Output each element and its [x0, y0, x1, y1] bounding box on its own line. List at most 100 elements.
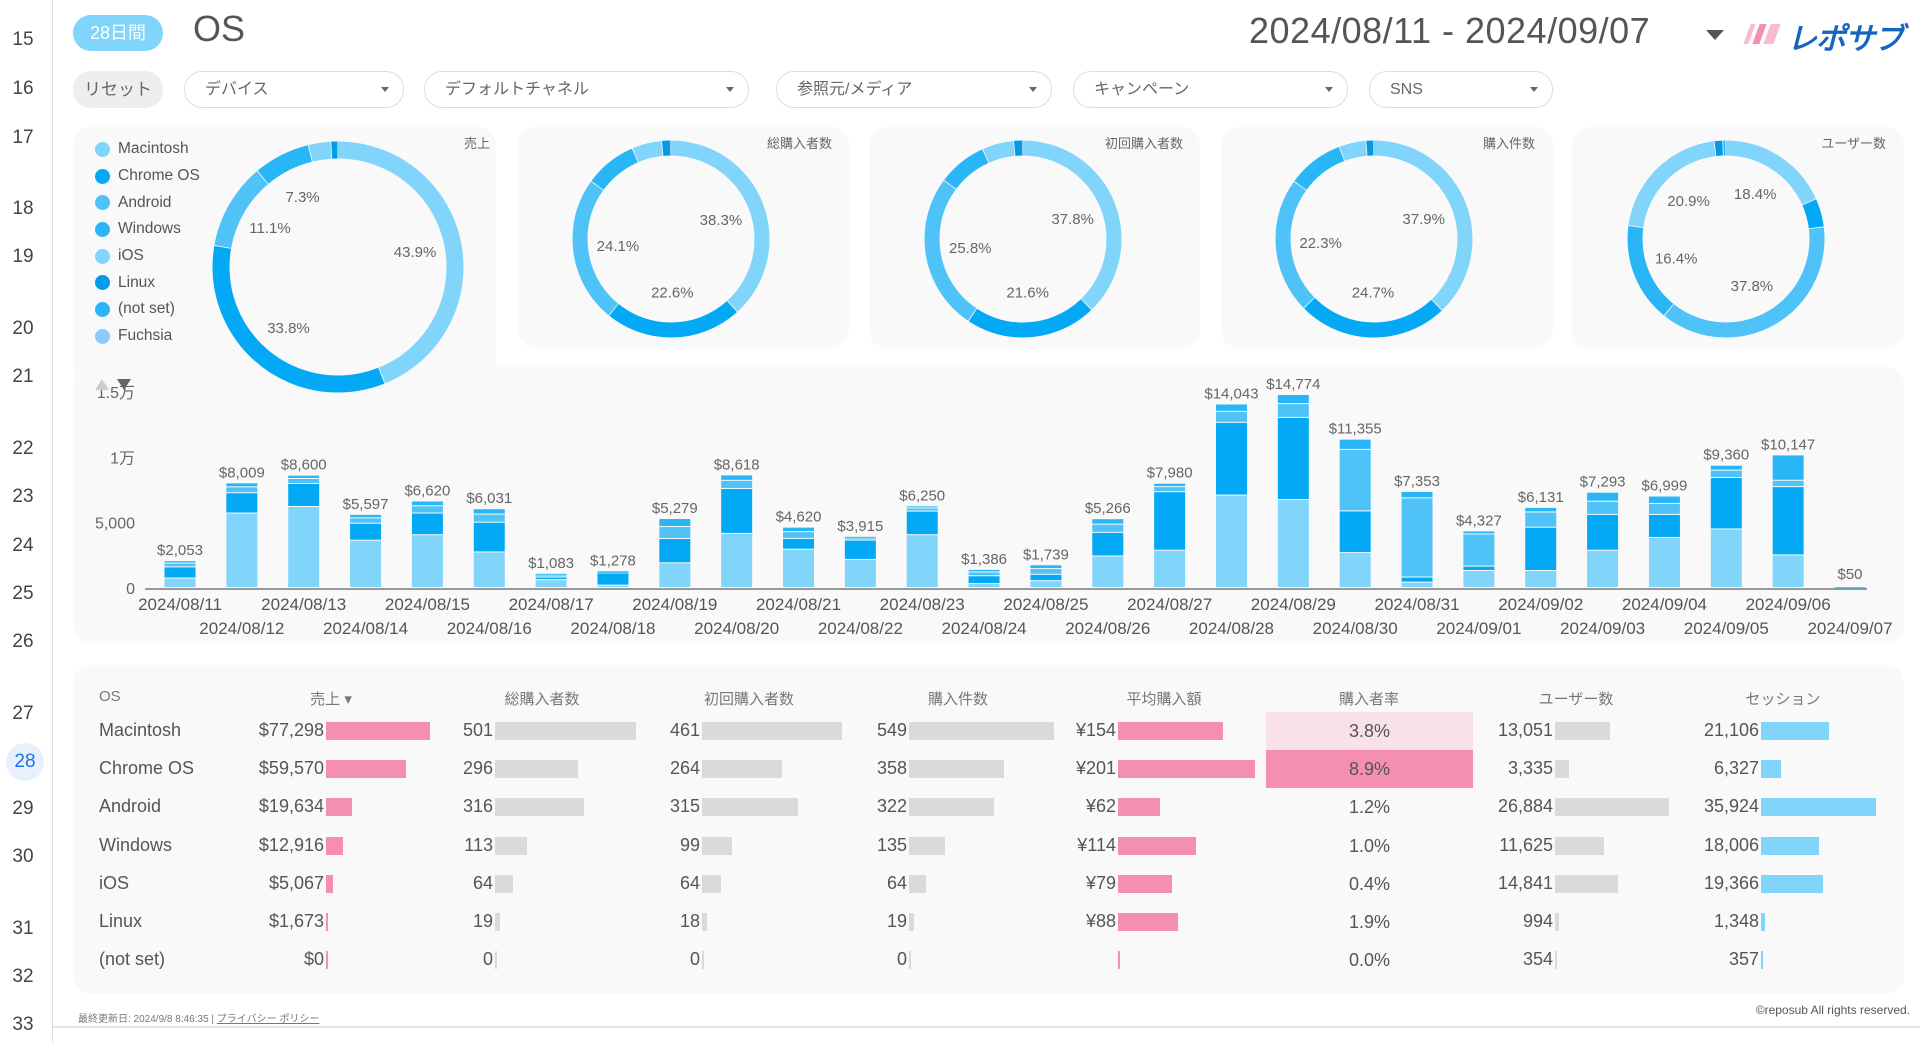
bar-segment[interactable] [1401, 582, 1433, 587]
bar-segment[interactable] [350, 514, 382, 518]
column-header[interactable]: セッション [1745, 691, 1821, 708]
bar-segment[interactable] [288, 506, 320, 587]
bar-segment[interactable] [597, 585, 629, 587]
bar-segment[interactable] [1339, 449, 1371, 511]
row-number[interactable]: 25 [12, 583, 34, 604]
donut-slice[interactable] [1627, 140, 1825, 338]
bar-segment[interactable] [1772, 555, 1804, 587]
bar-segment[interactable] [288, 478, 320, 483]
donut-slice[interactable] [1627, 140, 1825, 338]
date-dropdown-caret-icon[interactable] [1706, 30, 1724, 40]
column-header[interactable]: 平均購入額 [1126, 691, 1202, 708]
bar-segment[interactable] [906, 508, 938, 511]
bar-segment[interactable] [968, 576, 1000, 584]
bar-segment[interactable] [1154, 483, 1186, 487]
legend-item[interactable]: Windows [95, 216, 200, 243]
bar-segment[interactable] [906, 506, 938, 508]
column-header[interactable]: 購入件数 [927, 691, 989, 708]
bar-segment[interactable] [1648, 537, 1680, 587]
bar-segment[interactable] [968, 569, 1000, 572]
bar-segment[interactable] [288, 475, 320, 478]
row-number[interactable]: 32 [12, 966, 34, 987]
row-number[interactable]: 16 [12, 78, 34, 99]
bar-segment[interactable] [1154, 487, 1186, 492]
donut-slice[interactable] [212, 141, 464, 393]
bar-segment[interactable] [1030, 581, 1062, 587]
row-number[interactable]: 18 [12, 198, 34, 219]
bar-segment[interactable] [164, 578, 196, 587]
bar-segment[interactable] [721, 480, 753, 488]
bar-segment[interactable] [1525, 512, 1557, 527]
filter-device[interactable]: デバイス [184, 71, 404, 108]
bar-segment[interactable] [1339, 439, 1371, 449]
bar-segment[interactable] [783, 538, 815, 549]
bar-segment[interactable] [1463, 534, 1495, 566]
donut-slice[interactable] [1275, 140, 1473, 338]
bar-segment[interactable] [1030, 565, 1062, 569]
bar-segment[interactable] [659, 563, 691, 587]
legend-item[interactable]: Chrome OS [95, 163, 200, 190]
bar-segment[interactable] [1339, 511, 1371, 553]
row-number[interactable]: 23 [12, 486, 34, 507]
row-number[interactable]: 26 [12, 631, 34, 652]
donut-slice[interactable] [1627, 140, 1825, 338]
bar-segment[interactable] [1648, 496, 1680, 503]
column-header[interactable]: 購入者率 [1338, 691, 1400, 708]
donut-slice[interactable] [924, 140, 1122, 338]
bar-segment[interactable] [1710, 470, 1742, 477]
privacy-policy-link[interactable]: プライバシー ポリシー [216, 1014, 320, 1025]
row-number[interactable]: 24 [12, 535, 34, 556]
bar-segment[interactable] [659, 519, 691, 527]
bar-segment[interactable] [473, 509, 505, 514]
bar-segment[interactable] [473, 552, 505, 587]
bar-segment[interactable] [1463, 571, 1495, 587]
row-number[interactable]: 29 [12, 798, 34, 819]
bar-segment[interactable] [411, 535, 443, 587]
bar-segment[interactable] [164, 563, 196, 567]
bar-segment[interactable] [906, 511, 938, 535]
bar-segment[interactable] [350, 523, 382, 540]
row-number[interactable]: 21 [12, 366, 34, 387]
bar-segment[interactable] [411, 513, 443, 535]
row-number[interactable]: 31 [12, 918, 34, 939]
bar-segment[interactable] [1092, 519, 1124, 524]
bar-segment[interactable] [226, 493, 258, 513]
bar-segment[interactable] [1587, 550, 1619, 587]
bar-segment[interactable] [1277, 417, 1309, 500]
bar-segment[interactable] [1587, 501, 1619, 514]
bar-segment[interactable] [1834, 587, 1866, 589]
bar-segment[interactable] [844, 538, 876, 540]
legend-item[interactable]: Linux [95, 269, 200, 296]
filter-campaign[interactable]: キャンペーン [1073, 71, 1348, 108]
donut-slice[interactable] [572, 140, 770, 338]
legend-item[interactable]: Fuchsia [95, 323, 200, 350]
bar-segment[interactable] [1401, 491, 1433, 498]
bar-segment[interactable] [1648, 503, 1680, 514]
row-number[interactable]: 19 [12, 246, 34, 267]
legend-item[interactable]: iOS [95, 243, 200, 270]
bar-segment[interactable] [1463, 531, 1495, 534]
bar-segment[interactable] [844, 536, 876, 538]
period-badge[interactable]: 28日間 [73, 15, 163, 51]
bar-segment[interactable] [721, 533, 753, 587]
bar-segment[interactable] [1772, 480, 1804, 487]
bar-segment[interactable] [226, 483, 258, 487]
bar-segment[interactable] [968, 572, 1000, 576]
bar-segment[interactable] [411, 501, 443, 506]
sort-desc-icon[interactable] [117, 379, 131, 390]
bar-segment[interactable] [226, 487, 258, 493]
row-number[interactable]: 15 [12, 29, 34, 50]
bar-segment[interactable] [535, 575, 567, 577]
bar-segment[interactable] [1463, 566, 1495, 571]
column-header[interactable]: 売上 ▾ [310, 691, 352, 708]
row-number[interactable]: 20 [12, 318, 34, 339]
bar-segment[interactable] [1525, 507, 1557, 512]
donut-slice[interactable] [212, 141, 464, 393]
bar-segment[interactable] [844, 559, 876, 587]
bar-segment[interactable] [1092, 532, 1124, 556]
bar-segment[interactable] [1772, 455, 1804, 480]
column-header[interactable]: 初回購入者数 [703, 691, 795, 708]
bar-segment[interactable] [164, 567, 196, 578]
date-range[interactable]: 2024/08/11 - 2024/09/07 [1249, 10, 1651, 51]
row-number[interactable]: 33 [12, 1014, 34, 1035]
